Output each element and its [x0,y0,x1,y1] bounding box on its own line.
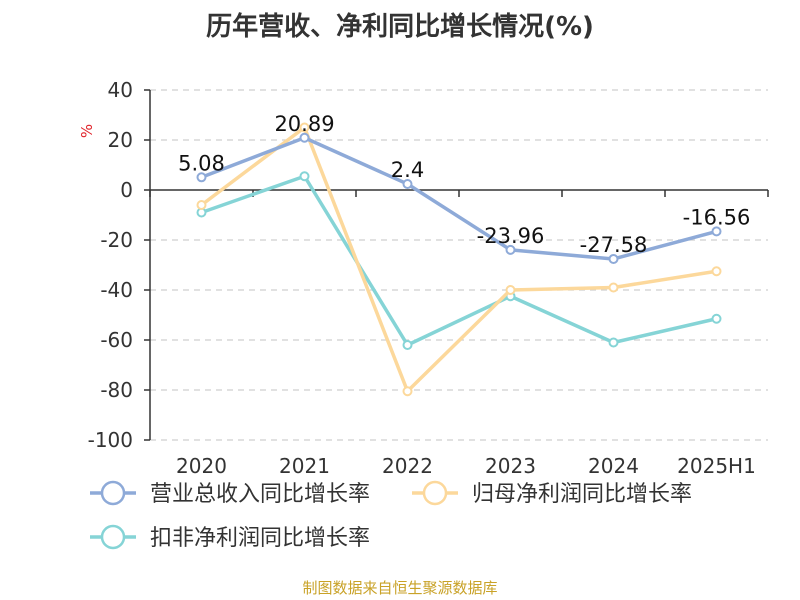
y-tick-label: 0 [120,178,133,202]
y-tick-label: -60 [100,328,133,352]
data-point [299,171,310,182]
data-label: -16.56 [683,205,751,229]
y-axis-title: % [78,124,96,138]
source-note: 制图数据来自恒生聚源数据库 [302,579,498,597]
y-tick-label: -80 [100,378,133,402]
data-point [711,266,722,277]
y-tick-label: -40 [100,278,133,302]
series-line [199,125,719,393]
data-point [505,285,516,295]
data-label: 20.89 [274,112,334,136]
legend-marker-circle [100,480,126,506]
data-label: 5.08 [178,151,225,175]
data-point [299,122,310,133]
chart-title: 历年营收、净利同比增长情况(%) [206,12,594,42]
x-tick-label: 2023 [485,454,536,478]
data-label: 2.4 [391,158,424,182]
y-tick-label: -20 [100,228,133,252]
legend-label: 归母净利润同比增长率 [472,482,692,507]
x-tick-label: 2025H1 [677,454,756,478]
data-point [299,132,310,143]
legend-label: 扣非净利润同比增长率 [150,526,370,551]
data-point [608,253,619,264]
legend-label: 营业总收入同比增长率 [150,482,370,507]
x-tick-label: 2020 [176,454,227,478]
x-tick-label: 2024 [588,454,639,478]
data-point [196,172,207,183]
data-point [711,313,722,324]
data-point [196,200,207,210]
data-point [505,244,516,255]
data-point [608,282,619,293]
legend-marker-circle [422,480,448,506]
data-point [608,337,619,348]
y-tick-label: 40 [108,78,133,102]
y-tick-label: -100 [88,428,133,452]
series-line [199,136,719,261]
data-label: -27.58 [580,233,648,257]
x-tick-label: 2021 [279,454,330,478]
data-point [402,340,413,350]
series-line [199,174,719,347]
y-tick-label: 20 [108,128,133,152]
data-label: -23.96 [477,224,545,248]
data-point [402,179,413,189]
data-point [402,386,413,397]
legend-marker-circle [100,524,126,550]
x-tick-label: 2022 [382,454,433,478]
data-point [711,226,722,237]
